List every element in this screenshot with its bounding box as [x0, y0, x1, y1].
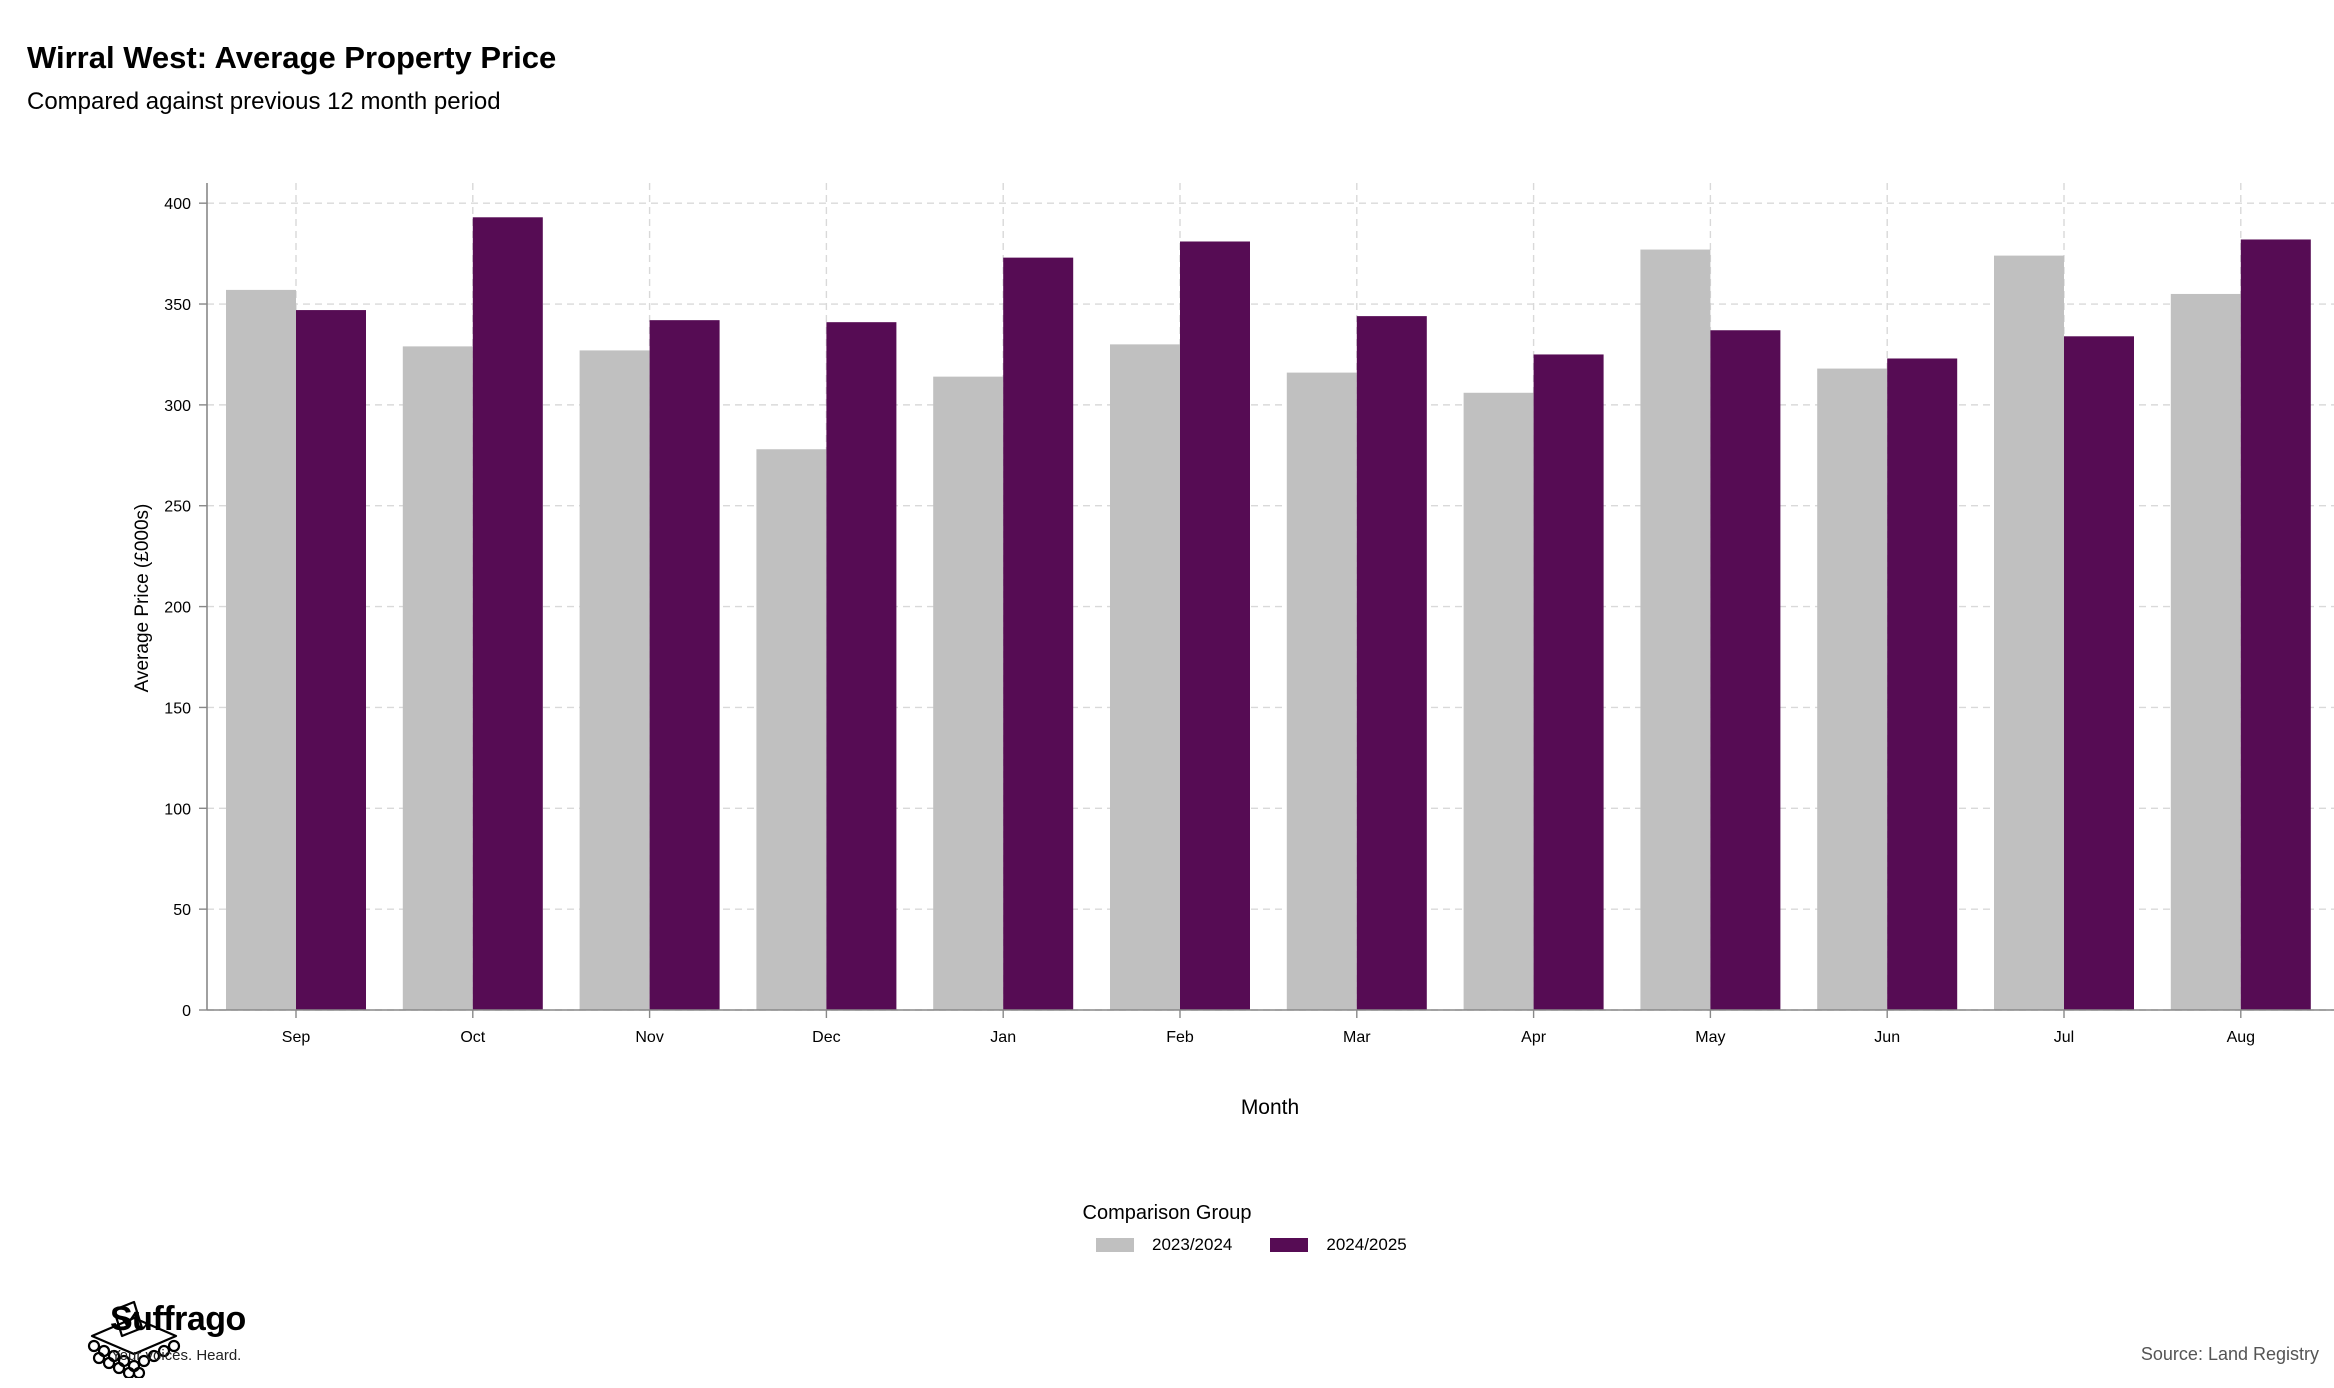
x-tick-label: Dec [812, 1029, 840, 1046]
x-tick-label: Nov [635, 1029, 663, 1046]
legend: 2023/2024 2024/2025 [1096, 1235, 1445, 1255]
x-tick-label: Apr [1521, 1029, 1547, 1046]
brand-name: Suffrago [110, 1300, 246, 1338]
y-tick-label: 250 [164, 499, 191, 516]
bar-2023-2024-feb [1110, 344, 1180, 1010]
bar-2024-2025-dec [826, 322, 897, 1010]
bar-2023-2024-aug [2170, 293, 2241, 1010]
x-tick-label: Feb [1166, 1029, 1194, 1046]
bar-2024-2025-may [1710, 330, 1781, 1010]
legend-swatch-2024-2025 [1270, 1238, 1309, 1252]
x-tick-label: Oct [460, 1029, 485, 1046]
bar-2023-2024-oct [402, 346, 473, 1010]
legend-title: Comparison Group [1082, 1202, 1252, 1224]
bar-2024-2025-jun [1887, 358, 1958, 1010]
brand-tagline: Your voices. Heard. [111, 1347, 242, 1364]
bar-2024-2025-aug [2240, 239, 2311, 1011]
y-tick-label: 0 [182, 1003, 191, 1020]
bar-2023-2024-nov [579, 350, 650, 1010]
x-tick-label: Jan [990, 1029, 1016, 1046]
bar-2024-2025-apr [1533, 354, 1604, 1010]
chart-subtitle: Compared against previous 12 month perio… [27, 88, 501, 115]
y-axis-label: Average Price (£000s) [132, 504, 153, 693]
bar-2024-2025-jul [2064, 336, 2134, 1010]
bar-2023-2024-mar [1286, 372, 1357, 1011]
x-tick-label: Aug [2227, 1029, 2255, 1046]
bars [226, 217, 2311, 1011]
bar-2023-2024-sep [226, 289, 296, 1010]
bar-2023-2024-apr [1463, 392, 1534, 1010]
bar-2023-2024-jun [1817, 368, 1888, 1010]
bar-2024-2025-jan [1003, 257, 1074, 1010]
y-tick-label: 50 [173, 902, 191, 919]
axes [199, 183, 2334, 1018]
y-tick-label: 300 [164, 398, 191, 415]
bar-2024-2025-oct [472, 217, 543, 1011]
legend-swatch-2023-2024 [1096, 1238, 1134, 1252]
bar-2024-2025-sep [296, 310, 366, 1010]
x-tick-label: Jul [2054, 1029, 2074, 1046]
bar-2024-2025-feb [1180, 241, 1250, 1010]
tick-labels: 0 50 100 150 200 250 300 350 400 Sep Oct Nov Dec Jan F… [164, 196, 2255, 1046]
y-tick-label: 400 [164, 196, 191, 213]
y-tick-label: 200 [164, 600, 191, 617]
x-tick-label: Mar [1343, 1029, 1371, 1046]
y-tick-label: 100 [164, 801, 191, 818]
x-tick-label: Sep [282, 1029, 311, 1046]
bar-2023-2024-jan [933, 376, 1004, 1010]
x-tick-label: Jun [1874, 1029, 1900, 1046]
bar-2023-2024-jul [1994, 255, 2064, 1011]
legend-label-2024-2025: 2024/2025 [1326, 1235, 1407, 1254]
bar-2024-2025-nov [649, 320, 720, 1010]
legend-label-2023-2024: 2023/2024 [1152, 1235, 1233, 1254]
x-tick-label: May [1695, 1029, 1725, 1046]
bar-2023-2024-may [1640, 249, 1711, 1010]
ballot-box-icon [87, 1300, 181, 1378]
x-axis-label: Month [1241, 1096, 1299, 1119]
bar-2023-2024-dec [756, 449, 827, 1010]
legend-item-2024-2025: 2024/2025 [1270, 1235, 1407, 1255]
source-note: Source: Land Registry [2140, 1344, 2319, 1364]
bar-2024-2025-mar [1356, 316, 1427, 1010]
legend-item-2023-2024: 2023/2024 [1096, 1235, 1232, 1255]
y-tick-label: 350 [164, 297, 191, 314]
y-tick-label: 150 [164, 700, 191, 717]
chart-title: Wirral West: Average Property Price [27, 40, 557, 75]
